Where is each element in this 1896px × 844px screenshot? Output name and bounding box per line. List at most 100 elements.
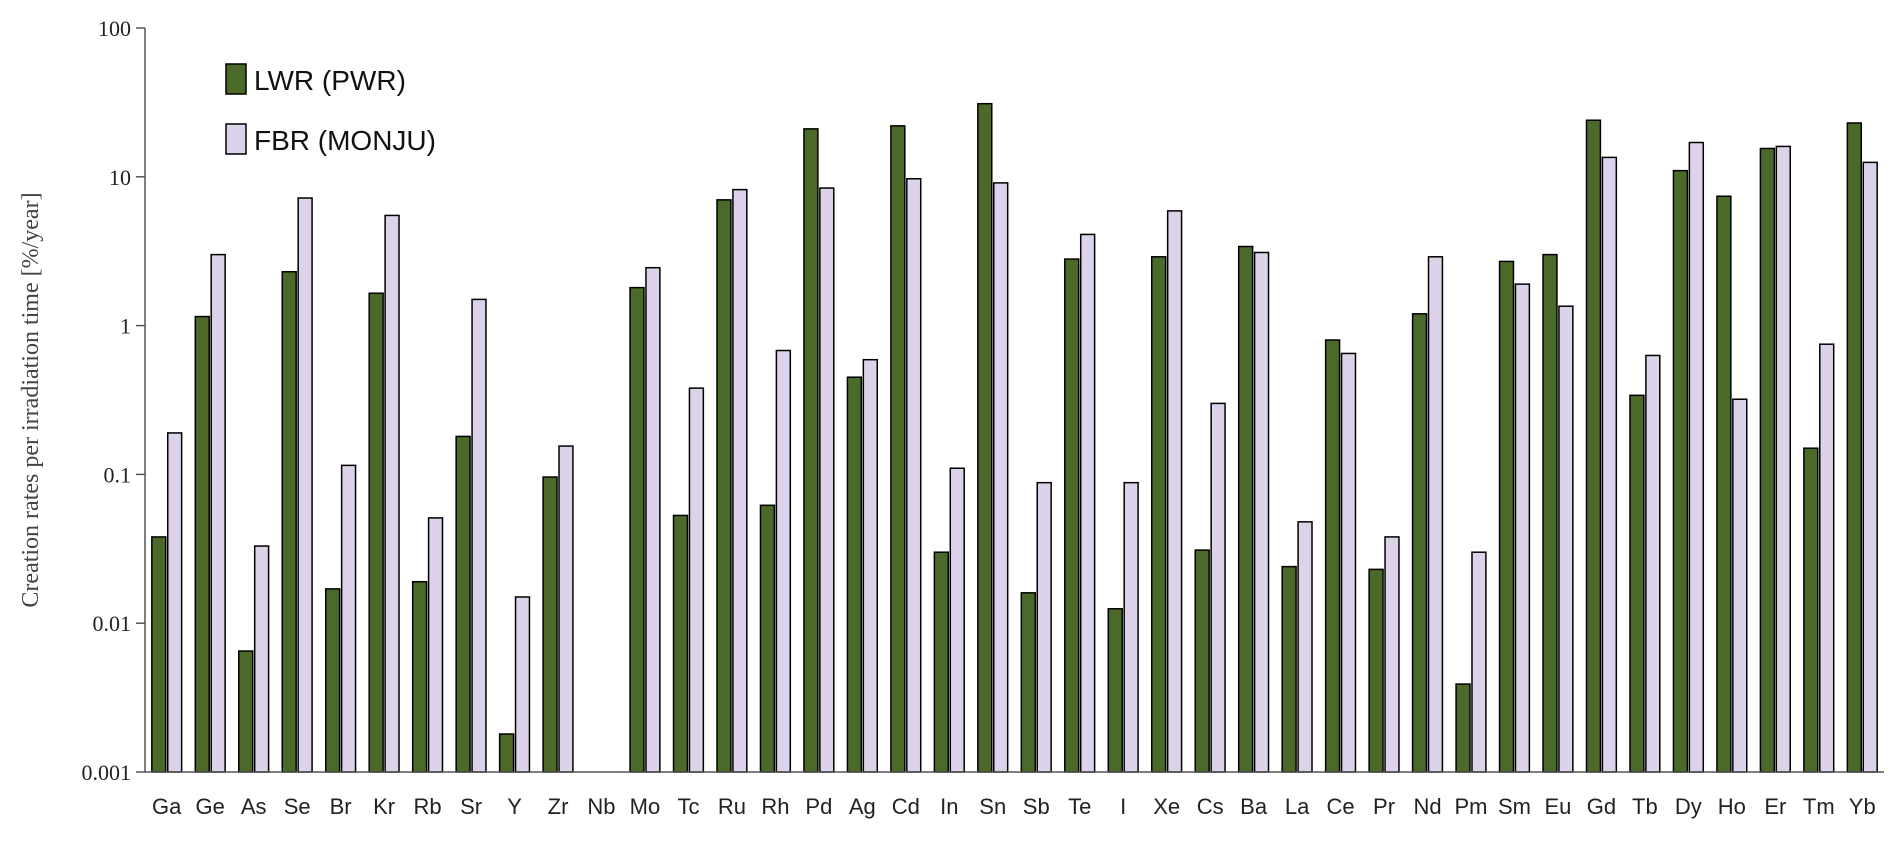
bar-sn-fbr — [993, 182, 1009, 773]
x-tick-label: Tm — [1803, 794, 1835, 819]
bar-sr-lwr — [455, 435, 471, 773]
legend-swatch-lwr — [225, 63, 247, 95]
bar-nd-lwr — [1411, 313, 1428, 773]
y-tick-label: 1 — [120, 314, 131, 339]
bar-pr-lwr — [1368, 568, 1384, 773]
bar-ho-fbr — [1732, 398, 1748, 773]
bar-ba-fbr — [1253, 251, 1270, 773]
bar-sr-fbr — [471, 298, 487, 773]
bar-i-fbr — [1123, 481, 1139, 773]
bar-ga-fbr — [166, 432, 183, 773]
bar-pm-fbr — [1471, 551, 1487, 773]
bar-dy-fbr — [1688, 141, 1705, 773]
bar-ba-lwr — [1237, 245, 1254, 773]
x-tick-label: Nb — [587, 794, 615, 819]
bar-se-fbr — [297, 197, 313, 773]
bar-cs-lwr — [1194, 549, 1210, 773]
bar-ce-lwr — [1324, 339, 1341, 773]
x-tick-label: Sn — [979, 794, 1006, 819]
bar-tb-lwr — [1629, 394, 1645, 773]
bar-sb-lwr — [1020, 592, 1036, 773]
bar-kr-lwr — [368, 292, 384, 773]
bar-as-lwr — [238, 650, 254, 773]
bar-br-fbr — [340, 464, 357, 773]
bar-tm-fbr — [1819, 343, 1835, 773]
bar-mo-lwr — [629, 286, 645, 773]
x-tick-label: Xe — [1153, 794, 1180, 819]
bar-y-fbr — [514, 596, 531, 773]
bar-pd-fbr — [819, 187, 835, 773]
x-tick-label: Pm — [1454, 794, 1487, 819]
bar-sm-fbr — [1514, 283, 1531, 773]
x-tick-label: Tc — [677, 794, 699, 819]
bar-nd-fbr — [1427, 256, 1444, 773]
bar-in-fbr — [949, 467, 965, 773]
x-tick-label: Gd — [1587, 794, 1616, 819]
x-tick-label: La — [1285, 794, 1310, 819]
bar-cd-fbr — [906, 178, 922, 773]
x-tick-label: Te — [1068, 794, 1091, 819]
bar-te-lwr — [1064, 258, 1080, 773]
bar-yb-fbr — [1862, 161, 1878, 773]
bar-rb-fbr — [427, 517, 444, 773]
bar-la-lwr — [1281, 565, 1297, 773]
x-tick-label: Ba — [1240, 794, 1268, 819]
bar-br-lwr — [324, 588, 341, 773]
x-tick-label: Nd — [1413, 794, 1441, 819]
x-tick-label: Mo — [630, 794, 661, 819]
bar-ho-lwr — [1716, 195, 1732, 773]
bar-rh-fbr — [775, 349, 792, 773]
x-tick-label: Ho — [1718, 794, 1746, 819]
bar-er-fbr — [1775, 145, 1791, 773]
bar-in-lwr — [933, 551, 950, 773]
x-tick-label: Y — [507, 794, 522, 819]
x-tick-label: Eu — [1544, 794, 1571, 819]
bar-xe-fbr — [1166, 210, 1183, 773]
x-tick-label: Ag — [849, 794, 876, 819]
x-tick-label: Ge — [196, 794, 225, 819]
bar-ag-fbr — [862, 358, 878, 773]
bars-group — [151, 102, 1878, 773]
bar-sn-lwr — [977, 102, 993, 773]
bar-pr-fbr — [1384, 536, 1400, 773]
bar-zr-fbr — [558, 445, 574, 773]
x-tick-label: Rh — [761, 794, 789, 819]
x-tick-label: Se — [284, 794, 311, 819]
bar-mo-fbr — [645, 266, 661, 773]
x-tick-labels: Ga Ge As Se Br Kr Rb Sr Y Zr Nb Mo Tc Ru Rh Pd Ag Cd In Sn S… — [152, 794, 1876, 819]
bar-cs-fbr — [1210, 402, 1226, 773]
bar-as-fbr — [253, 545, 270, 773]
y-tick-label: 0.001 — [82, 760, 132, 785]
bar-pm-lwr — [1455, 683, 1471, 773]
bar-te-fbr — [1079, 233, 1096, 773]
bar-gd-fbr — [1601, 156, 1618, 773]
x-tick-label: Pr — [1373, 794, 1395, 819]
bar-eu-fbr — [1558, 305, 1574, 773]
y-tick-label: 0.1 — [104, 462, 132, 487]
bar-ge-lwr — [194, 315, 210, 773]
x-tick-label: Yb — [1849, 794, 1876, 819]
bar-kr-fbr — [384, 214, 400, 773]
legend: LWR (PWR) FBR (MONJU) — [225, 63, 436, 156]
bar-se-lwr — [281, 271, 297, 773]
legend-swatch-fbr — [225, 123, 247, 155]
bar-rh-lwr — [759, 504, 776, 773]
bar-gd-lwr — [1585, 119, 1602, 773]
bar-la-fbr — [1297, 521, 1313, 773]
x-tick-label: Cs — [1197, 794, 1224, 819]
x-tick-label: Dy — [1675, 794, 1702, 819]
x-tick-label: Tb — [1632, 794, 1658, 819]
bar-dy-lwr — [1672, 169, 1689, 773]
x-tick-label: Ga — [152, 794, 182, 819]
legend-label-fbr: FBR (MONJU) — [254, 125, 436, 156]
x-tick-label: Kr — [373, 794, 395, 819]
x-tick-label: Sr — [460, 794, 482, 819]
legend-label-lwr: LWR (PWR) — [254, 65, 406, 96]
bar-tc-fbr — [688, 387, 705, 773]
bar-tc-lwr — [672, 514, 689, 773]
x-tick-label: In — [940, 794, 958, 819]
x-tick-label: Ru — [718, 794, 746, 819]
bar-yb-lwr — [1846, 122, 1863, 773]
bar-ru-fbr — [732, 188, 748, 773]
y-axis-label: Creation rates per irradiation time [%/y… — [18, 192, 44, 607]
